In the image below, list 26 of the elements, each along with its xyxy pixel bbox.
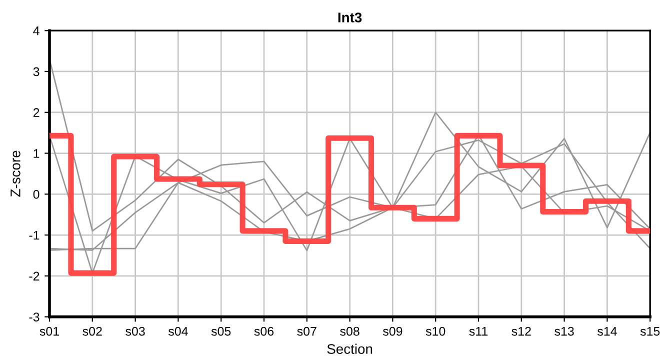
x-tick-label: s14 — [597, 326, 617, 336]
y-tick-label: 2 — [33, 108, 40, 117]
x-tick-label: s11 — [469, 326, 488, 336]
x-tick-label: s07 — [297, 326, 316, 336]
y-tick-label: 3 — [33, 67, 40, 76]
x-tick-label: s05 — [211, 326, 231, 336]
x-tick-label: s15 — [640, 326, 660, 336]
x-tick-label: s10 — [426, 326, 446, 336]
x-axis-title: Section — [327, 344, 372, 354]
y-tick-label: 1 — [34, 149, 40, 158]
y-tick-label: 0 — [33, 190, 40, 199]
y-tick-label: 4 — [33, 26, 40, 36]
y-tick-label: -3 — [29, 312, 40, 322]
x-tick-label: s08 — [340, 326, 360, 336]
x-tick-label: s02 — [82, 326, 102, 336]
x-tick-label: s09 — [382, 326, 402, 336]
y-axis-title: Z-score — [10, 150, 20, 197]
x-tick-label: s03 — [126, 326, 145, 336]
x-tick-label: s13 — [554, 326, 574, 336]
y-tick-label: -2 — [29, 272, 40, 280]
x-tick-label: s06 — [254, 326, 274, 336]
x-tick-label: s01 — [40, 326, 59, 336]
y-tick-label: -1 — [29, 230, 40, 240]
chart-title: Int3 — [338, 12, 362, 22]
x-tick-label: s04 — [168, 326, 188, 336]
x-tick-label: s12 — [512, 326, 531, 336]
